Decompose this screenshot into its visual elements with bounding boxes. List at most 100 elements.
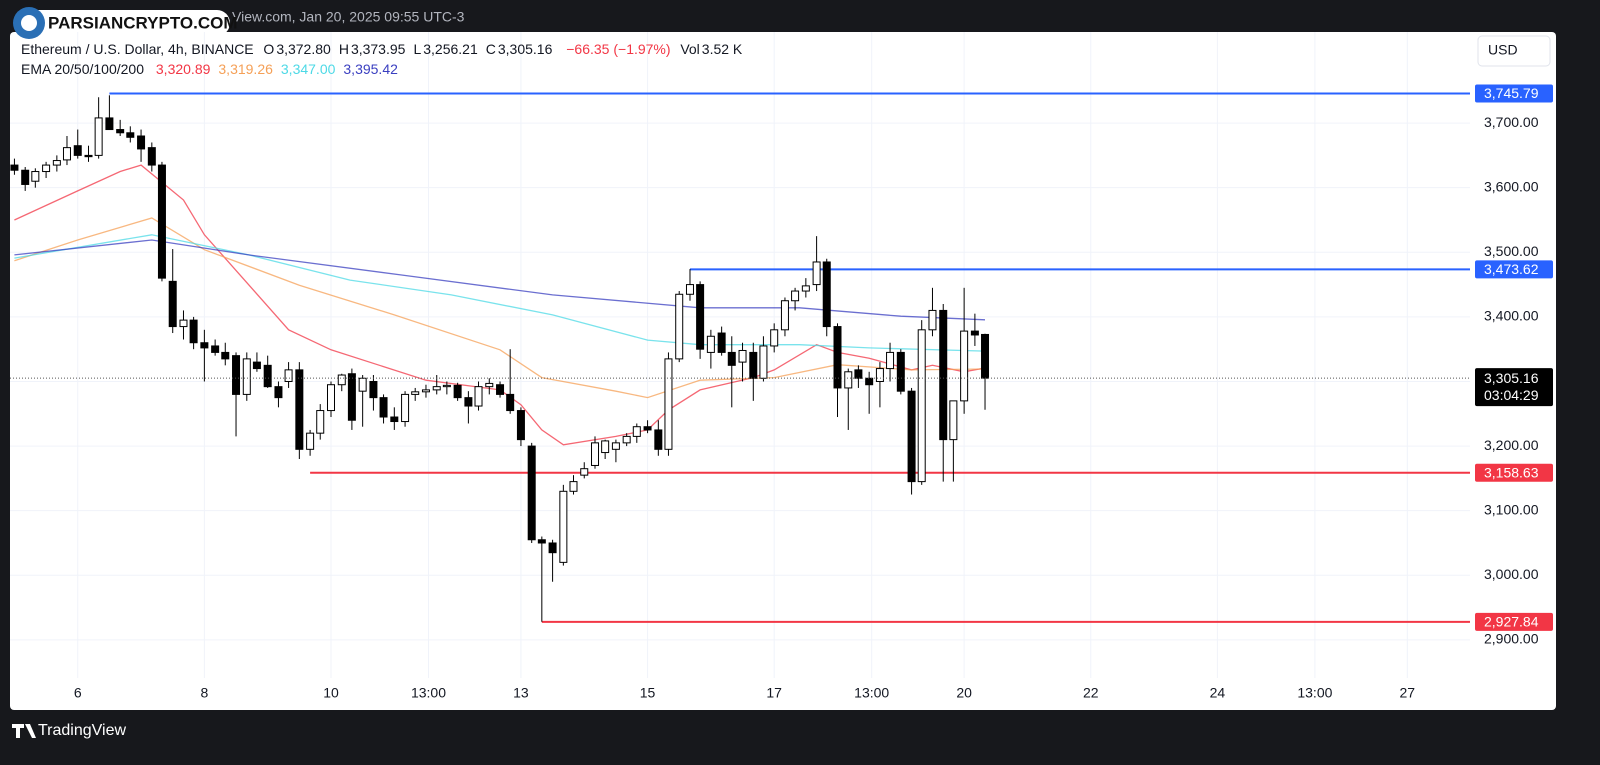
x-tick-label: 13:00 (854, 685, 889, 701)
candle-body (865, 377, 874, 386)
candle-body (812, 261, 821, 286)
candle-body (591, 442, 600, 466)
x-tick-label: 15 (640, 685, 656, 701)
plot (10, 32, 1470, 678)
ohlc-value: 3,305.16 (497, 41, 553, 57)
candle-body (622, 435, 631, 444)
candle-body (137, 135, 146, 150)
ohlc-value: 3,372.80 (276, 41, 331, 57)
candle-body (939, 309, 948, 441)
candle-body (854, 369, 863, 379)
level-label: 3,745.79 (1484, 85, 1539, 101)
candle-body (31, 171, 40, 182)
candle-body (960, 330, 969, 402)
top-text: View.com, Jan 20, 2025 09:55 UTC-3 (232, 9, 465, 25)
x-tick-label: 20 (956, 685, 972, 701)
candle-body (94, 117, 103, 156)
watermark: PARSIANCRYPTO.COM (48, 13, 238, 32)
candle-body (401, 393, 410, 423)
y-tick-label: 3,000.00 (1484, 566, 1539, 582)
level-label: 3,473.62 (1484, 261, 1539, 277)
candle-body (844, 371, 853, 389)
candle-body (654, 429, 663, 450)
candle-body (221, 351, 230, 360)
currency-button[interactable] (1477, 35, 1551, 67)
candle-body (316, 410, 325, 434)
ohlc-key: O (263, 41, 275, 57)
level-tag (1475, 463, 1553, 482)
candle-body (421, 389, 430, 393)
candle-body (453, 384, 462, 399)
y-tick-label: 3,500.00 (1484, 243, 1539, 259)
candle-body (157, 164, 166, 279)
candle-body (527, 445, 536, 541)
candle-body (981, 333, 990, 379)
candle-body (886, 351, 895, 370)
candle-body (42, 164, 51, 173)
candle-body (738, 349, 747, 363)
candle-body (379, 397, 388, 418)
candle-body (21, 169, 30, 185)
ohlc-value: 3,373.95 (350, 41, 406, 57)
candle-body (84, 154, 93, 158)
candle-body (780, 300, 789, 331)
candle-body (295, 369, 304, 450)
candle-body (537, 539, 546, 544)
candle-body (105, 117, 114, 131)
candle-body (411, 391, 420, 395)
candle-body (643, 426, 652, 431)
ema-line (14, 217, 986, 399)
candle-body (442, 384, 451, 388)
candle-body (211, 345, 220, 353)
candle-body (347, 373, 356, 421)
candle-body (168, 280, 177, 328)
candle-body (611, 442, 620, 450)
watermark-pill (14, 10, 230, 36)
chart-pane (10, 32, 1556, 710)
symbol: Ethereum / U.S. Dollar, 4h, BINANCE (21, 41, 254, 57)
candle-body (369, 380, 378, 399)
candle-body (73, 145, 82, 156)
y-tick-label: 2,900.00 (1484, 631, 1539, 647)
x-tick-label: 13:00 (411, 685, 446, 701)
candle-body (263, 364, 272, 388)
y-tick-label: 3,200.00 (1484, 437, 1539, 453)
candle-body (62, 147, 71, 161)
candle-body (496, 384, 505, 395)
candle-body (189, 319, 198, 344)
candle-body (179, 319, 188, 328)
ohlc-value: 3,256.21 (423, 41, 478, 57)
candle-body (559, 490, 568, 563)
candle-body (791, 290, 800, 302)
ohlc-key: H (338, 41, 349, 57)
level-label: 2,927.84 (1484, 614, 1539, 630)
ohlc-key: C (485, 41, 496, 57)
ema-value: 3,319.26 (218, 61, 273, 77)
ema-value: 3,320.89 (155, 61, 211, 77)
currency: USD (1488, 42, 1518, 58)
y-tick-label: 3,700.00 (1484, 114, 1539, 130)
candle-body (284, 369, 293, 382)
candle-body (822, 261, 831, 328)
candle-body (390, 416, 399, 423)
candle-body (52, 160, 61, 166)
candle-body (685, 284, 694, 295)
ema-legend-title: EMA 20/50/100/200 (21, 61, 144, 77)
candle-body (601, 440, 610, 454)
last-price-label: 3,305.16 (1484, 370, 1539, 386)
candle-body (326, 384, 335, 412)
candle-body (485, 382, 494, 388)
candle-body (569, 481, 578, 492)
candle-body (706, 335, 715, 353)
candle-body (675, 293, 684, 360)
ema-line (14, 234, 986, 352)
candle-body (306, 432, 315, 450)
candle-body (875, 368, 884, 382)
candle-body (464, 397, 473, 407)
watermark-logo-inner (21, 15, 37, 31)
ohlc-legend: Ethereum / U.S. Dollar, 4h, BINANCE O 3,3… (21, 41, 744, 57)
candle-body (928, 309, 937, 331)
candle-body (252, 361, 261, 370)
level-tag (1475, 260, 1553, 279)
ema-line (14, 239, 986, 321)
